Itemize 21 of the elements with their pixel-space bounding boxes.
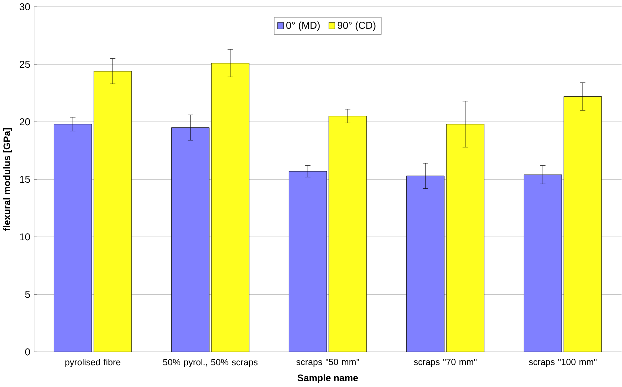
- x-tick-label: pyrolised fibre: [66, 359, 121, 368]
- x-tick-label: 50% pyrol., 50% scraps: [163, 359, 258, 368]
- bar: [172, 128, 210, 352]
- legend-label: 0° (MD): [286, 22, 320, 32]
- x-axis-title: Sample name: [298, 374, 358, 384]
- y-tick-label: 25: [20, 61, 30, 68]
- bar: [289, 172, 327, 352]
- y-tick-label: 5: [25, 291, 30, 298]
- x-tick-label: scraps "50 mm": [296, 359, 360, 368]
- x-tick-label: scraps "100 mm": [529, 359, 597, 368]
- legend-label: 90° (CD): [338, 22, 376, 32]
- y-tick-label: 0: [25, 348, 30, 356]
- y-tick-label: 30: [20, 4, 30, 11]
- bar: [406, 176, 444, 352]
- bar: [524, 174, 562, 352]
- y-axis-title: flexural modulus [GPa]: [3, 128, 12, 232]
- y-tick-label: 10: [20, 234, 30, 241]
- bar: [54, 124, 92, 352]
- y-tick-label: 15: [20, 176, 30, 184]
- y-tick-label: 20: [20, 118, 30, 126]
- x-tick-label: scraps "70 mm": [414, 359, 477, 368]
